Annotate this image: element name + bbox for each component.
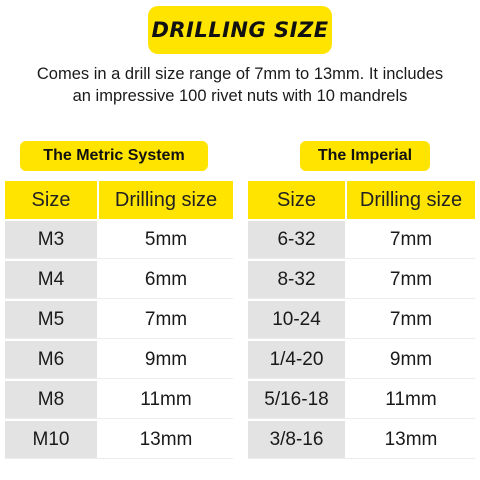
- drilling-size-cell: 7mm: [347, 301, 475, 338]
- drilling-size-cell: 13mm: [347, 421, 475, 458]
- drilling-size-cell: 11mm: [99, 381, 233, 418]
- size-cell: M6: [5, 341, 97, 378]
- page-title: DRILLING SIZE: [151, 18, 329, 42]
- metric-table: Size Drilling size M3 5mm M4 6mm M5 7mm …: [5, 181, 233, 459]
- column-header-drilling-size: Drilling size: [99, 181, 233, 219]
- table-row: M4 6mm: [5, 261, 233, 299]
- table-row: 5/16-18 11mm: [248, 381, 475, 419]
- drilling-size-cell: 11mm: [347, 381, 475, 418]
- size-cell: 3/8-16: [248, 421, 345, 458]
- table-row: 10-24 7mm: [248, 301, 475, 339]
- size-cell: 1/4-20: [248, 341, 345, 378]
- title-badge: DRILLING SIZE: [148, 6, 332, 54]
- size-cell: M4: [5, 261, 97, 298]
- table-header-row: Size Drilling size: [5, 181, 233, 219]
- table-row: 3/8-16 13mm: [248, 421, 475, 459]
- table-header-row: Size Drilling size: [248, 181, 475, 219]
- drilling-size-cell: 6mm: [99, 261, 233, 298]
- size-cell: M10: [5, 421, 97, 458]
- table-row: M10 13mm: [5, 421, 233, 459]
- metric-heading-badge: The Metric System: [20, 141, 208, 171]
- drilling-size-cell: 9mm: [99, 341, 233, 378]
- size-cell: 5/16-18: [248, 381, 345, 418]
- imperial-table: Size Drilling size 6-32 7mm 8-32 7mm 10-…: [248, 181, 475, 459]
- drilling-size-cell: 7mm: [347, 221, 475, 258]
- drilling-size-cell: 9mm: [347, 341, 475, 378]
- size-cell: M8: [5, 381, 97, 418]
- size-cell: M3: [5, 221, 97, 258]
- size-cell: 8-32: [248, 261, 345, 298]
- table-row: 1/4-20 9mm: [248, 341, 475, 379]
- table-row: M6 9mm: [5, 341, 233, 379]
- drilling-size-cell: 7mm: [99, 301, 233, 338]
- description-line-1: Comes in a drill size range of 7mm to 13…: [36, 65, 444, 83]
- column-header-size: Size: [248, 181, 345, 219]
- imperial-heading-badge: The Imperial: [300, 141, 430, 171]
- metric-heading: The Metric System: [43, 147, 185, 164]
- description: Comes in a drill size range of 7mm to 13…: [0, 63, 480, 107]
- drilling-size-cell: 7mm: [347, 261, 475, 298]
- table-row: M8 11mm: [5, 381, 233, 419]
- table-row: M5 7mm: [5, 301, 233, 339]
- table-row: M3 5mm: [5, 221, 233, 259]
- size-cell: M5: [5, 301, 97, 338]
- column-header-drilling-size: Drilling size: [347, 181, 475, 219]
- drilling-size-cell: 5mm: [99, 221, 233, 258]
- table-row: 8-32 7mm: [248, 261, 475, 299]
- description-line-2: an impressive 100 rivet nuts with 10 man…: [72, 87, 408, 105]
- size-cell: 6-32: [248, 221, 345, 258]
- size-cell: 10-24: [248, 301, 345, 338]
- column-header-size: Size: [5, 181, 97, 219]
- drilling-size-cell: 13mm: [99, 421, 233, 458]
- imperial-heading: The Imperial: [317, 147, 413, 164]
- table-row: 6-32 7mm: [248, 221, 475, 259]
